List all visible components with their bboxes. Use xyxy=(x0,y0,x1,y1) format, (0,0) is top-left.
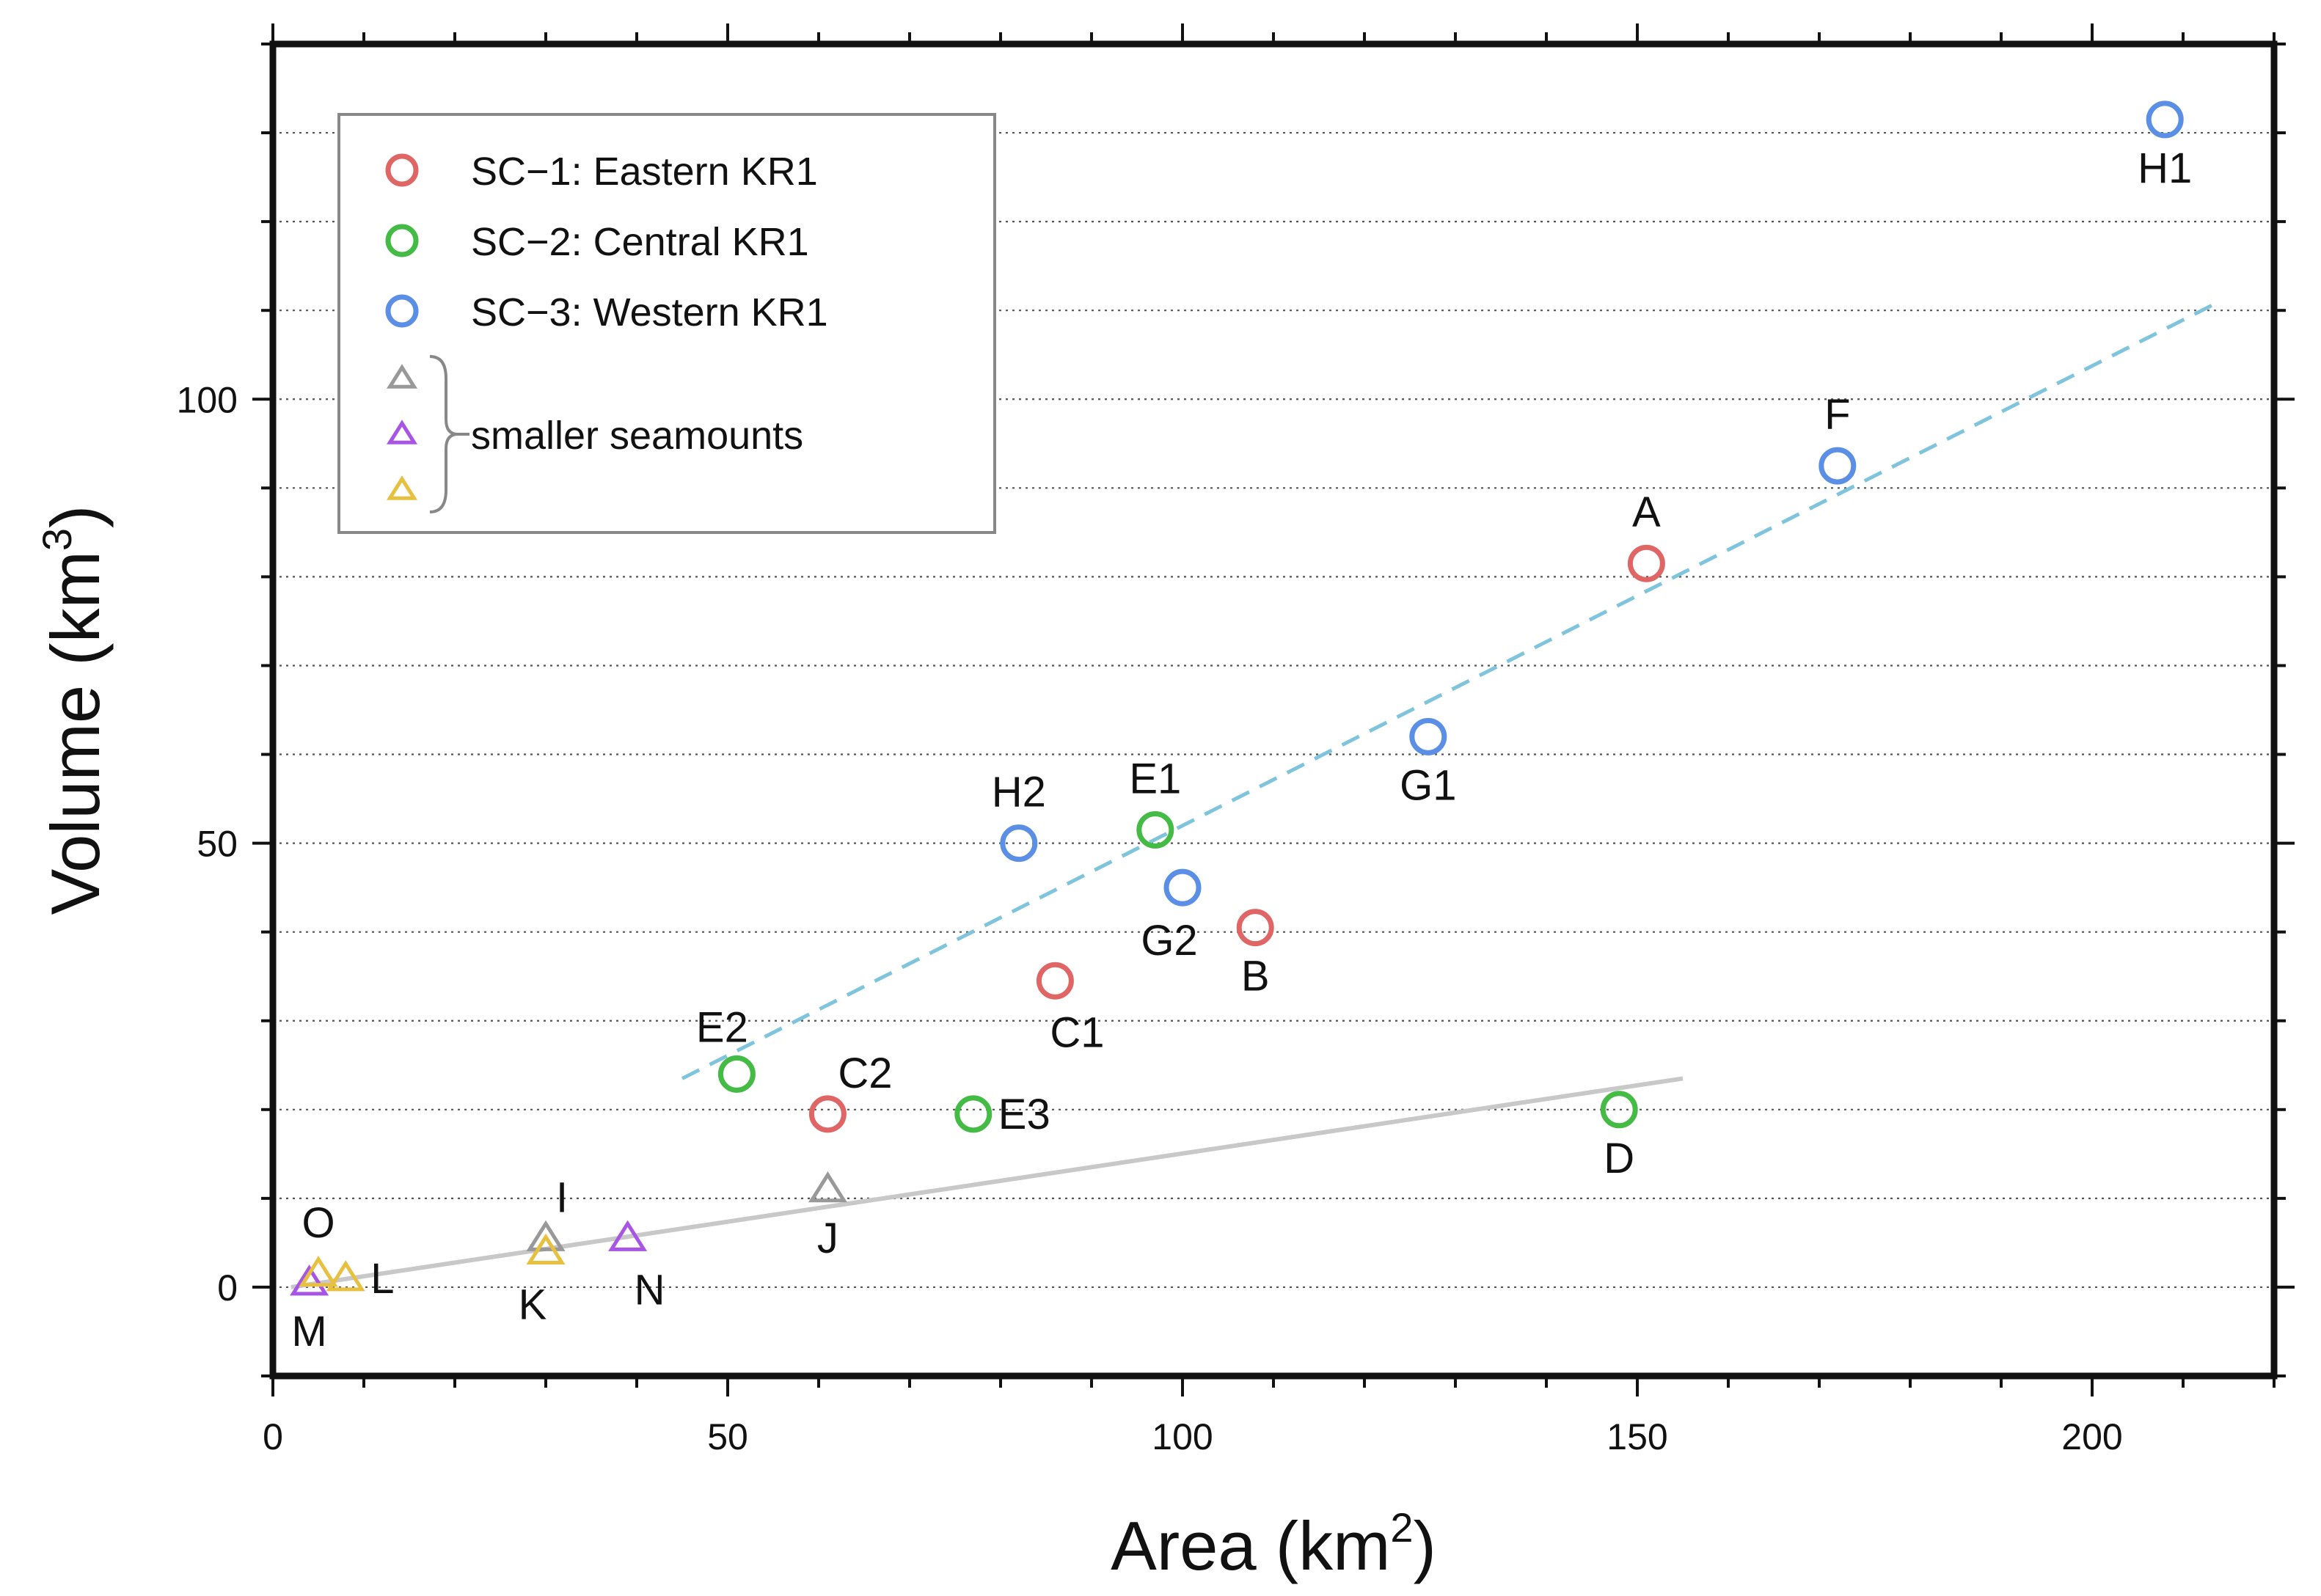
x-axis-title: Area (km2) xyxy=(1111,1504,1436,1584)
point-o-marker xyxy=(299,1256,338,1287)
x-axis-title-sup: 2 xyxy=(1390,1504,1413,1551)
x-tick-label: 100 xyxy=(1152,1416,1213,1457)
point-h1-marker xyxy=(2146,100,2184,139)
point-e1-marker xyxy=(1136,810,1174,849)
point-labels: A B C1 C2 E1 E2 E3 D H1 F G1 G2 H2 I J M N OL K xyxy=(291,144,2192,1355)
legend-label-3: SC−3: Western KR1 xyxy=(471,290,828,334)
legend-marker-2 xyxy=(385,224,419,257)
point-e2-label: E2 xyxy=(696,1003,748,1051)
legend-triangle-1 xyxy=(386,364,418,389)
point-c2-label: C2 xyxy=(838,1050,892,1097)
y-axis-title-sup: 3 xyxy=(34,528,80,551)
legend-group-label: smaller seamounts xyxy=(471,414,803,458)
y-axis-title: Volume (km3) xyxy=(34,505,114,915)
point-b-label: B xyxy=(1241,953,1270,1000)
point-a-marker xyxy=(1627,544,1665,582)
point-g2-label: G2 xyxy=(1141,917,1197,964)
trend-line-dashed xyxy=(681,299,2221,1080)
axis-ticks: 0 50 100 150 200 0 50 100 xyxy=(177,23,2295,1457)
y-tick-label: 50 xyxy=(197,824,238,865)
point-g1-label: G1 xyxy=(1400,761,1456,809)
legend-triangle-2 xyxy=(386,420,418,444)
point-e3-label: E3 xyxy=(998,1091,1050,1138)
point-h1-label: H1 xyxy=(2138,144,2192,192)
y-axis-title-text: Volume (km xyxy=(37,551,114,915)
point-j-label: J xyxy=(817,1215,838,1262)
x-tick-label: 200 xyxy=(2061,1416,2122,1457)
legend-box xyxy=(337,113,996,534)
point-e1-label: E1 xyxy=(1129,755,1181,802)
point-c1-marker xyxy=(1036,962,1074,1000)
legend-brace xyxy=(429,355,469,513)
point-k-label: K xyxy=(519,1281,547,1329)
point-h2-label: H2 xyxy=(992,769,1046,816)
y-axis-title-end: ) xyxy=(37,505,114,528)
point-e3-marker xyxy=(954,1095,993,1133)
legend-marker-3 xyxy=(385,294,419,328)
point-f-marker xyxy=(1819,447,1857,485)
point-g1-marker xyxy=(1409,717,1447,755)
data-points xyxy=(290,100,2184,1296)
point-a-label: A xyxy=(1632,488,1661,536)
point-i-label: I xyxy=(556,1174,568,1221)
point-n-label: N xyxy=(635,1266,665,1314)
trend-lines xyxy=(290,299,2221,1289)
x-axis-title-end: ) xyxy=(1414,1507,1436,1584)
point-n-marker xyxy=(608,1220,648,1251)
legend-smaller-seamounts: smaller seamounts xyxy=(429,355,803,513)
point-c2-marker xyxy=(808,1095,847,1133)
point-d-label: D xyxy=(1604,1135,1634,1182)
trend-line-solid xyxy=(290,1076,1684,1289)
legend-entries: SC−1: Eastern KR1 SC−2: Central KR1 SC−3: … xyxy=(385,150,828,500)
point-i-marker xyxy=(526,1220,566,1251)
x-axis-title-text: Area (km xyxy=(1111,1507,1390,1584)
point-o-label: O xyxy=(301,1199,335,1247)
y-tick-label: 100 xyxy=(177,379,238,420)
x-tick-label: 0 xyxy=(263,1416,283,1457)
point-l-marker xyxy=(326,1260,365,1292)
y-tick-label: 0 xyxy=(217,1267,238,1308)
x-tick-label: 150 xyxy=(1607,1416,1667,1457)
point-d-marker xyxy=(1600,1091,1638,1129)
point-b-marker xyxy=(1236,909,1274,947)
point-j-marker xyxy=(808,1171,847,1203)
legend-label-1: SC−1: Eastern KR1 xyxy=(471,150,818,194)
legend: SC−1: Eastern KR1 SC−2: Central KR1 SC−3: … xyxy=(337,113,996,534)
legend-marker-1 xyxy=(385,153,419,187)
point-l-label: L xyxy=(370,1255,394,1303)
point-e2-marker xyxy=(717,1055,756,1093)
point-g2-marker xyxy=(1163,868,1202,907)
point-m-label: M xyxy=(291,1308,326,1355)
point-m-marker xyxy=(290,1264,329,1296)
legend-triangle-3 xyxy=(386,475,418,500)
legend-label-2: SC−2: Central KR1 xyxy=(471,220,809,264)
point-f-label: F xyxy=(1824,391,1850,439)
point-k-marker xyxy=(526,1233,566,1265)
point-h2-marker xyxy=(1000,824,1038,863)
x-tick-label: 50 xyxy=(707,1416,748,1457)
point-c1-label: C1 xyxy=(1050,1009,1104,1056)
